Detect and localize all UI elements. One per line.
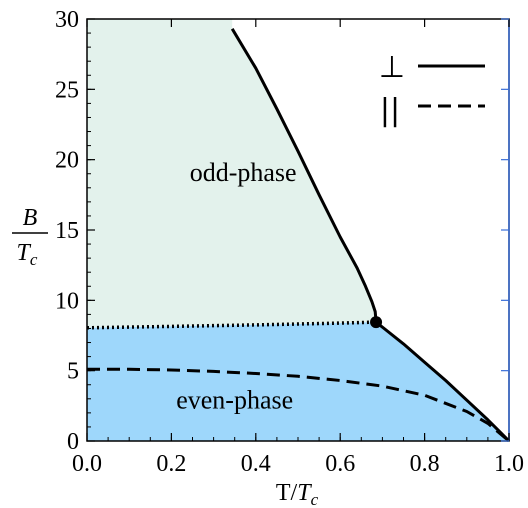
y-tick-label: 30	[55, 7, 79, 33]
x-axis-title-italic: T	[297, 480, 312, 506]
y-tick-label: 20	[55, 148, 79, 174]
legend-symbol-perpendicular: ⊥	[379, 50, 405, 85]
boundary-curve-solid-0	[230, 28, 378, 323]
y-tick-label: 25	[55, 77, 79, 103]
even-phase-region	[87, 322, 509, 441]
y-axis-denominator: Tc	[17, 240, 38, 269]
legend: ⊥ ||	[379, 50, 485, 128]
even-phase-label: even-phase	[176, 386, 293, 415]
odd-phase-region	[87, 19, 377, 328]
y-axis-title: B Tc	[12, 205, 48, 269]
y-tick-label: 5	[67, 359, 79, 385]
x-tick-label: 0.0	[72, 451, 102, 477]
y-axis-denominator-main: T	[17, 240, 32, 266]
phase-regions	[87, 19, 509, 441]
y-tick-label: 0	[67, 429, 79, 455]
x-axis-title-sub: c	[311, 490, 319, 508]
x-tick-label: 0.2	[156, 451, 186, 477]
phase-boundaries	[86, 28, 511, 443]
odd-phase-label: odd-phase	[190, 158, 297, 187]
x-tick-label: 0.8	[410, 451, 440, 477]
x-tick-label: 0.4	[241, 451, 271, 477]
y-axis-numerator: B	[23, 205, 38, 231]
x-tick-label: 1.0	[494, 451, 524, 477]
x-axis-title: T/Tc	[276, 480, 319, 508]
y-axis-denominator-sub: c	[30, 250, 38, 269]
boundary-curve-dotted-3	[86, 320, 377, 330]
y-tick-label: 10	[55, 288, 79, 314]
legend-symbol-parallel: ||	[380, 93, 400, 128]
boundary-curve-dashed-2	[87, 367, 510, 443]
critical-points	[370, 316, 383, 329]
x-axis-title-main: T/	[276, 480, 298, 506]
axis-ticks: 0.0 0.2 0.4 0.6 0.8 1.0 0 5 10 15 20 25 30	[55, 7, 524, 477]
x-tick-label: 0.6	[325, 451, 355, 477]
y-tick-label: 15	[55, 218, 79, 244]
critical-point-0	[370, 316, 383, 329]
